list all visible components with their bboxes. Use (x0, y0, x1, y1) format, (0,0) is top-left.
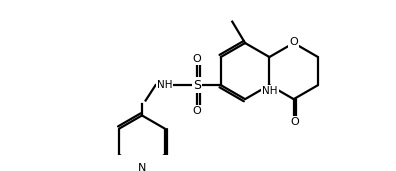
Text: O: O (289, 37, 298, 47)
Text: N: N (138, 163, 146, 171)
Text: O: O (193, 106, 202, 116)
Text: NH: NH (262, 86, 278, 96)
Text: O: O (290, 117, 299, 127)
Text: O: O (193, 54, 202, 64)
Text: NH: NH (157, 80, 172, 90)
Text: S: S (193, 79, 201, 92)
